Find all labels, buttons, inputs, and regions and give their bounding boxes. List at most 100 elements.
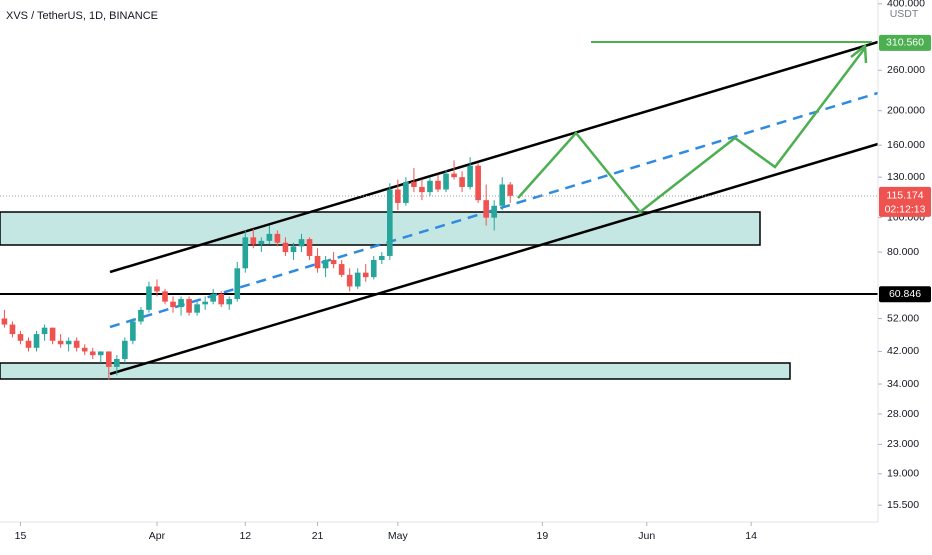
candle-body	[170, 301, 176, 308]
candle-body	[322, 259, 329, 269]
channel-top	[109, 40, 879, 274]
candles	[1, 157, 514, 380]
y-tick-label: 28.000	[887, 408, 919, 420]
channel-bottom	[109, 142, 879, 376]
y-tick-label: 260.000	[887, 64, 925, 76]
candle-body	[81, 347, 88, 352]
candle-body	[242, 237, 249, 269]
channel-mid	[109, 91, 879, 329]
candle-body	[338, 264, 345, 275]
last-price-box	[879, 186, 931, 217]
y-tick-label: 34.000	[887, 378, 919, 390]
candle-body	[387, 189, 393, 256]
candle-body	[65, 340, 72, 345]
candle-body	[314, 255, 321, 269]
candle-body	[194, 304, 200, 313]
target-price-label: 310.560	[886, 37, 924, 49]
candle-body	[73, 340, 80, 348]
projection-arrow	[850, 43, 868, 64]
candle-body	[274, 233, 281, 243]
candle-body	[234, 268, 241, 300]
candle-body	[459, 177, 465, 187]
candle-body	[49, 327, 56, 341]
y-tick-label: 15.500	[887, 499, 919, 511]
candle-body	[419, 186, 425, 193]
candle-body	[483, 200, 489, 218]
candle-body	[9, 324, 16, 335]
y-tick-label: 52.000	[887, 312, 919, 324]
candle-body	[378, 255, 385, 260]
candle-body	[395, 189, 401, 203]
candle-body	[57, 340, 64, 345]
candle-body	[403, 181, 409, 203]
support-zone	[0, 362, 791, 380]
candle-body	[114, 358, 120, 367]
x-tick-label: 12	[239, 530, 251, 542]
candle-body	[411, 181, 417, 187]
candle-body	[258, 240, 265, 245]
level-price-label: 60.846	[889, 288, 921, 300]
candle-body	[25, 340, 32, 348]
candle-body	[186, 299, 192, 313]
x-tick-label: Jun	[638, 530, 655, 542]
y-tick-label: 19.000	[887, 468, 919, 480]
candle-body	[298, 239, 305, 247]
candle-body	[282, 242, 289, 253]
candle-body	[443, 173, 449, 190]
candle-body	[370, 259, 377, 278]
candle-body	[306, 239, 313, 256]
candle-body	[491, 205, 498, 218]
candle-body	[154, 286, 160, 292]
candle-body	[122, 340, 128, 359]
target-price-box	[879, 34, 931, 51]
level-price-box	[879, 286, 931, 303]
x-tick-label: 14	[745, 530, 757, 542]
candle-body	[89, 351, 96, 356]
y-tick-label: 23.000	[887, 438, 919, 450]
candle-body	[33, 334, 40, 348]
candle-body	[451, 173, 457, 178]
currency-label: USDT	[890, 8, 919, 20]
candle-body	[218, 293, 225, 305]
x-tick-label: 21	[312, 530, 324, 542]
projection-path	[517, 47, 866, 214]
candle-body	[105, 351, 112, 367]
resistance-zone	[0, 211, 761, 246]
candle-body	[250, 237, 257, 245]
candle-body	[467, 165, 473, 187]
chart-title: XVS / TetherUS, 1D, BINANCE	[6, 10, 158, 22]
candle-body	[210, 293, 216, 302]
x-tick-label: 15	[15, 530, 27, 542]
candle-body	[130, 321, 136, 341]
last-price-countdown: 02:12:13	[885, 204, 926, 216]
last-price-label: 115.174	[886, 190, 923, 202]
candle-body	[346, 274, 353, 287]
candle-body	[178, 299, 184, 308]
y-tick-label: 80.000	[887, 246, 919, 258]
candle-body	[427, 180, 433, 193]
candle-body	[354, 272, 361, 287]
candle-body	[475, 165, 481, 201]
candle-body	[1, 318, 8, 325]
candle-body	[17, 334, 24, 341]
candle-body	[330, 259, 337, 265]
candle-body	[435, 180, 441, 190]
y-tick-label: 400.000	[887, 0, 925, 10]
x-tick-label: 19	[537, 530, 549, 542]
candle-body	[41, 327, 48, 335]
x-tick-label: Apr	[149, 530, 166, 542]
candle-body	[202, 301, 208, 305]
candle-body	[362, 272, 369, 278]
y-tick-label: 200.000	[887, 105, 925, 117]
axis-labels: 400.000260.000200.000160.000130.000100.0…	[15, 0, 931, 542]
x-tick-label: May	[388, 530, 409, 542]
candle-body	[507, 184, 514, 196]
candle-body	[499, 184, 506, 206]
candle-body	[146, 286, 152, 310]
candle-body	[97, 351, 104, 356]
candle-body	[162, 291, 168, 302]
candle-body	[266, 233, 273, 241]
